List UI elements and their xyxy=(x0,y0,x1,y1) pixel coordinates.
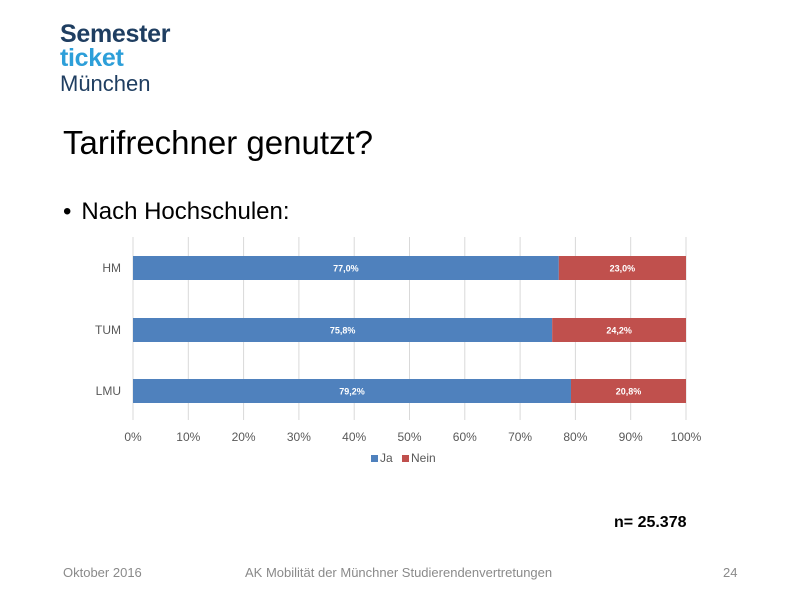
category-label: HM xyxy=(102,261,121,275)
bar-segment-ja xyxy=(133,256,559,280)
legend-label-ja: Ja xyxy=(380,451,393,465)
bullet-item: • Nach Hochschulen: xyxy=(63,198,290,226)
bar-segment-nein xyxy=(570,379,686,403)
category-label: LMU xyxy=(96,384,121,398)
data-label: 24,2% xyxy=(606,326,632,336)
bar-segment-nein xyxy=(558,256,686,280)
bar-segment-ja xyxy=(133,318,553,342)
sample-size-label: n= 25.378 xyxy=(614,514,687,531)
x-tick-label: 80% xyxy=(563,430,587,444)
legend-swatch-ja xyxy=(371,455,378,462)
x-tick-label: 60% xyxy=(453,430,477,444)
logo-line-ticket: ticket xyxy=(60,44,124,72)
bullet-dot-icon: • xyxy=(63,198,72,225)
x-tick-label: 0% xyxy=(124,430,142,444)
data-label: 75,8% xyxy=(330,326,356,336)
footer-page-number: 24 xyxy=(723,565,738,580)
logo-line-muenchen: München xyxy=(60,71,151,96)
bullet-text: Nach Hochschulen: xyxy=(81,198,290,225)
data-label: 23,0% xyxy=(610,264,636,274)
semesterticket-logo: Semester ticket München xyxy=(60,22,170,95)
x-tick-label: 30% xyxy=(287,430,311,444)
slide-title: Tarifrechner genutzt? xyxy=(63,124,374,161)
footer-date: Oktober 2016 xyxy=(63,565,142,580)
x-tick-label: 50% xyxy=(397,430,421,444)
logo-line-semester: Semester xyxy=(60,20,171,48)
legend-swatch-nein xyxy=(402,455,409,462)
x-tick-label: 90% xyxy=(619,430,643,444)
data-label: 20,8% xyxy=(616,387,642,397)
x-tick-label: 40% xyxy=(342,430,366,444)
footer-organization: AK Mobilität der Münchner Studierendenve… xyxy=(245,565,553,580)
category-label: TUM xyxy=(95,323,121,337)
x-tick-label: 20% xyxy=(232,430,256,444)
bar-segment-nein xyxy=(552,318,686,342)
x-tick-label: 10% xyxy=(176,430,200,444)
x-tick-label: 70% xyxy=(508,430,532,444)
data-label: 77,0% xyxy=(333,264,359,274)
bar-segment-ja xyxy=(133,379,571,403)
x-tick-label: 100% xyxy=(671,430,702,444)
legend-label-nein: Nein xyxy=(411,451,436,465)
data-label: 79,2% xyxy=(339,387,365,397)
